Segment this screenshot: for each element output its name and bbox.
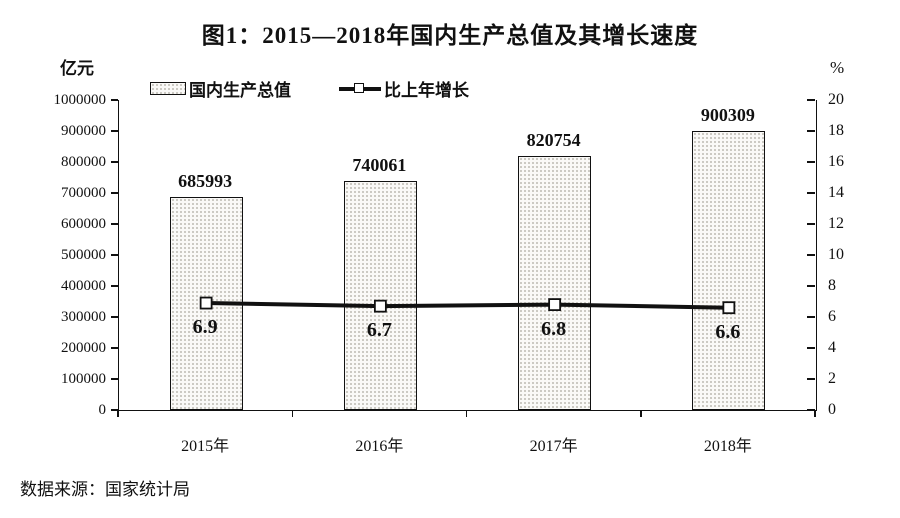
left-axis-tick xyxy=(111,409,118,411)
growth-rate-label: 6.8 xyxy=(541,317,567,340)
x-axis-tick xyxy=(814,410,816,417)
legend-item-gdp: 国内生产总值 xyxy=(150,76,291,101)
right-axis-tick xyxy=(807,192,815,194)
bar-value-label: 900309 xyxy=(700,104,755,125)
left-axis-tick xyxy=(111,223,118,225)
right-axis-tick-label: 6 xyxy=(828,308,836,325)
gdp-bar-swatch-icon xyxy=(150,82,186,95)
x-axis-tick xyxy=(640,410,642,417)
right-axis-tick-label: 18 xyxy=(828,122,844,139)
growth-line-swatch-icon xyxy=(339,82,381,95)
right-axis-tick-label: 14 xyxy=(828,184,844,201)
left-axis-tick xyxy=(111,192,118,194)
left-axis-tick-label: 700000 xyxy=(61,185,106,201)
right-axis-tick xyxy=(807,409,815,411)
right-axis-tick xyxy=(807,285,815,287)
right-axis-tick xyxy=(807,161,815,163)
bar-2016年 xyxy=(343,180,417,410)
right-axis-tick xyxy=(807,130,815,132)
left-axis-tick-label: 600000 xyxy=(61,216,106,232)
right-axis-tick-label: 16 xyxy=(828,153,844,170)
left-axis-tick xyxy=(111,316,118,318)
right-axis-tick xyxy=(807,316,815,318)
left-axis-tick-label: 100000 xyxy=(61,371,106,387)
chart-title: 图1：2015—2018年国内生产总值及其增长速度 xyxy=(201,23,699,48)
left-axis-tick-label: 800000 xyxy=(61,154,106,170)
right-axis-tick xyxy=(807,347,815,349)
right-axis-tick xyxy=(807,254,815,256)
right-axis-tick xyxy=(807,223,815,225)
legend: 国内生产总值 比上年增长 xyxy=(150,76,469,101)
line-marker xyxy=(548,298,562,312)
right-axis-tick-label: 4 xyxy=(828,339,836,356)
bar-value-label: 740061 xyxy=(352,154,407,175)
left-axis-tick xyxy=(111,130,118,132)
plot-area xyxy=(118,100,817,411)
bar-2017年 xyxy=(518,155,592,410)
x-axis-tick xyxy=(117,410,119,417)
right-axis-tick xyxy=(807,99,815,101)
x-axis-label: 2018年 xyxy=(703,438,752,455)
right-axis-tick-label: 20 xyxy=(828,91,844,108)
growth-rate-label: 6.6 xyxy=(715,320,741,343)
left-axis-tick-label: 1000000 xyxy=(53,92,107,108)
left-axis-tick xyxy=(111,254,118,256)
left-axis-tick xyxy=(111,99,118,101)
left-axis-unit-label: 亿元 xyxy=(60,59,94,78)
bar-2018年 xyxy=(692,130,766,410)
line-marker xyxy=(199,296,213,310)
left-axis-tick-label: 400000 xyxy=(61,278,106,294)
left-axis-tick-label: 500000 xyxy=(61,247,106,263)
left-axis-tick xyxy=(111,347,118,349)
source-note: 数据来源：国家统计局 xyxy=(20,480,190,499)
bar-value-label: 685993 xyxy=(178,171,233,192)
line-marker xyxy=(373,299,387,313)
bar-value-label: 820754 xyxy=(526,129,581,150)
x-axis-label: 2016年 xyxy=(355,438,404,455)
left-axis-tick xyxy=(111,161,118,163)
left-axis-tick-label: 0 xyxy=(98,402,107,418)
x-axis-label: 2017年 xyxy=(529,438,578,455)
legend-label-growth: 比上年增长 xyxy=(384,81,469,100)
right-axis-tick-label: 10 xyxy=(828,246,844,263)
right-axis-tick-label: 2 xyxy=(828,370,836,387)
x-axis-label: 2015年 xyxy=(181,438,230,455)
right-axis-tick-label: 0 xyxy=(828,401,836,418)
legend-label-gdp: 国内生产总值 xyxy=(189,81,291,100)
legend-item-growth: 比上年增长 xyxy=(339,76,469,101)
line-marker xyxy=(722,301,736,315)
left-axis-tick-label: 900000 xyxy=(61,123,106,139)
right-axis-tick-label: 12 xyxy=(828,215,844,232)
growth-rate-label: 6.7 xyxy=(366,319,392,342)
left-axis-tick-label: 300000 xyxy=(61,309,106,325)
left-axis-tick-label: 200000 xyxy=(61,340,106,356)
x-axis-tick xyxy=(465,410,468,417)
right-axis-unit-label: % xyxy=(830,58,845,77)
left-axis-tick xyxy=(111,285,118,287)
right-axis-tick-label: 8 xyxy=(828,277,836,294)
line-marker-icon xyxy=(354,83,364,93)
left-axis-tick xyxy=(111,378,118,380)
growth-rate-label: 6.9 xyxy=(192,316,218,339)
growth-line xyxy=(199,296,736,315)
right-axis-tick xyxy=(807,378,815,380)
x-axis-tick xyxy=(291,410,293,417)
